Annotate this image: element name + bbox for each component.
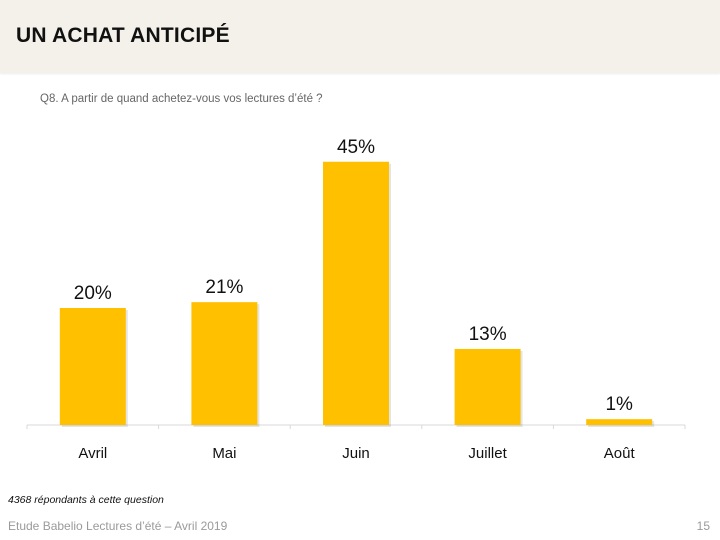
category-label: Avril bbox=[78, 445, 107, 462]
category-label: Août bbox=[604, 445, 636, 462]
data-label: 1% bbox=[605, 394, 633, 415]
category-label: Juin bbox=[342, 445, 370, 462]
respondents-note: 4368 répondants à cette question bbox=[8, 494, 164, 506]
bar-août bbox=[586, 419, 653, 425]
data-label: 21% bbox=[205, 277, 243, 298]
data-label: 20% bbox=[74, 283, 112, 304]
bar-avril bbox=[59, 308, 126, 425]
bar-chart: 20% Avril 21% Mai 45% Juin 13% Juillet 1% Août bbox=[26, 137, 686, 462]
bar-juillet bbox=[454, 348, 521, 425]
slide-title: UN ACHAT ANTICIPÉ bbox=[16, 24, 230, 47]
footer-text: Etude Babelio Lectures d’été – Avril 201… bbox=[8, 519, 228, 533]
data-label: 13% bbox=[469, 324, 507, 345]
data-label: 45% bbox=[337, 137, 375, 158]
page-number: 15 bbox=[696, 519, 710, 533]
category-label: Mai bbox=[212, 445, 236, 462]
bar-juin bbox=[323, 161, 389, 425]
bar-mai bbox=[191, 302, 258, 425]
question-text: Q8. A partir de quand achetez-vous vos l… bbox=[40, 93, 323, 105]
category-label: Juillet bbox=[468, 445, 507, 462]
header-bar: UN ACHAT ANTICIPÉ bbox=[0, 0, 720, 73]
